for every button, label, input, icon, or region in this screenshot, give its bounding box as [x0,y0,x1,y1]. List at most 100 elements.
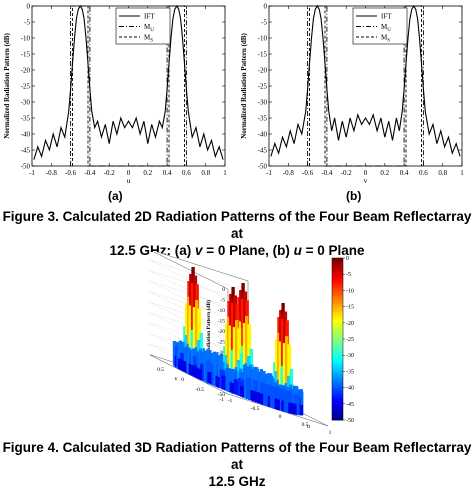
colorbar-band [332,355,343,359]
x-tick-label: 0.6 [182,169,191,177]
y-tick-label: -40 [21,131,31,139]
surface-cell [289,391,293,414]
colorbar-tick-label: -5 [346,272,351,278]
surface-cell [285,391,290,413]
surface-cell [260,394,265,405]
colorbar-band [332,258,343,262]
legend-entry: MU [381,23,391,33]
surface-cell [221,375,225,390]
y-tick-label: -45 [258,147,268,155]
surface-cell [245,316,249,390]
y-tick-label: -15 [258,51,268,59]
x-tick-label: 0.8 [201,169,210,177]
y-tick-label: -25 [258,83,268,91]
surface-cell [288,402,292,414]
surface-cell [186,349,190,374]
surface-cell [278,341,283,408]
surface-cell [176,345,180,369]
y-tick-label: -35 [258,115,268,123]
x-tick-label: -0.4 [321,169,333,177]
colorbar-band [332,325,343,329]
z-tick-label: -25 [218,340,226,346]
surface-cell [233,379,238,395]
x-axis-label: v [364,176,368,185]
surface-cell [173,341,177,367]
surface-cell [235,320,239,394]
z-tick-label: -10 [218,308,226,314]
surface-cell [244,373,248,399]
colorbar-band [332,290,343,294]
colorbar-band [332,349,343,353]
surface-cell [265,384,269,407]
colorbar-band [332,395,343,399]
surface-cell [240,386,244,397]
colorbar-band [332,285,343,289]
colorbar-band [332,301,343,305]
colorbar-tick-label: -10 [346,288,354,294]
figure3-panel-b-chart: 0 -5 -10 -15 -20 -25 -30 -35 -40 -45 -50-1 -0.8 -0.6… [240,3,464,186]
y-tick-label: -5 [24,19,30,27]
surface-cell [195,367,200,379]
y-tick-label: 0 [264,3,268,11]
y-tick-label: -45 [21,147,31,155]
colorbar-band [332,266,343,270]
surface-cell [263,383,267,406]
surface-cell [231,383,235,394]
y-tick-label: -20 [21,67,31,75]
colorbar-band [332,382,343,386]
colorbar-band [332,414,343,418]
figure3-caption: Figure 3. Calculated 2D Radiation Patter… [0,208,474,259]
y-tick-label: -30 [21,99,31,107]
colorbar-band [332,357,343,361]
colorbar-band [332,322,343,326]
v-axis-label: v [175,376,178,382]
x-tick-label: 0.2 [143,169,152,177]
legend-box [115,7,171,45]
z-tick-label: -5 [220,298,225,304]
v-tick-label: 0.5 [157,367,164,373]
z-axis-label: Normalized Radiation Pattern (dB) [205,300,212,383]
u-tick-label: -0.5 [251,406,260,412]
surface-cell [186,296,191,371]
v-tick-label: 0 [181,377,184,383]
surface-cell [215,375,219,387]
u-tick-label: 0.5 [302,422,309,428]
colorbar-band [332,268,343,272]
x-tick-label: 1 [460,169,464,177]
colorbar-band [332,314,343,318]
colorbar-band [332,360,343,364]
colorbar-band [332,339,343,343]
figure4-caption: Figure 4. Calculated 3D Radiation Patter… [0,439,474,490]
surface-cell [250,375,255,401]
legend-box [352,7,408,45]
z-tick-label: -15 [218,319,226,325]
y-tick-label: -15 [21,51,31,59]
surface-cell [242,323,247,390]
x-tick-label: -0.2 [104,169,116,177]
surface-cell [194,366,198,378]
colorbar-band [332,344,343,348]
y-tick-label: -40 [258,131,268,139]
y-axis-label: Normalized Radiation Pattern (dB) [3,33,11,139]
colorbar-band [332,371,343,375]
surface-cell [227,368,231,392]
surface-cell [181,360,185,372]
colorbar-band [332,393,343,397]
surface-cell [282,343,287,410]
panel-a-label: (a) [108,189,123,203]
surface-cell [290,403,295,414]
colorbar-band [332,374,343,378]
surface-cell [228,325,233,392]
colorbar-band [332,312,343,316]
legend-entry: IFT [381,13,392,21]
series-line-ift [33,4,224,160]
surface-cell [225,367,229,392]
surface-cell [205,360,209,383]
u-tick-label: 0 [279,414,282,420]
colorbar-band [332,271,343,275]
surface-cell [293,404,297,415]
y-tick-label: -20 [258,67,268,75]
colorbar-band [332,263,343,267]
surface-cell [248,378,252,400]
surface-cell [188,363,193,375]
